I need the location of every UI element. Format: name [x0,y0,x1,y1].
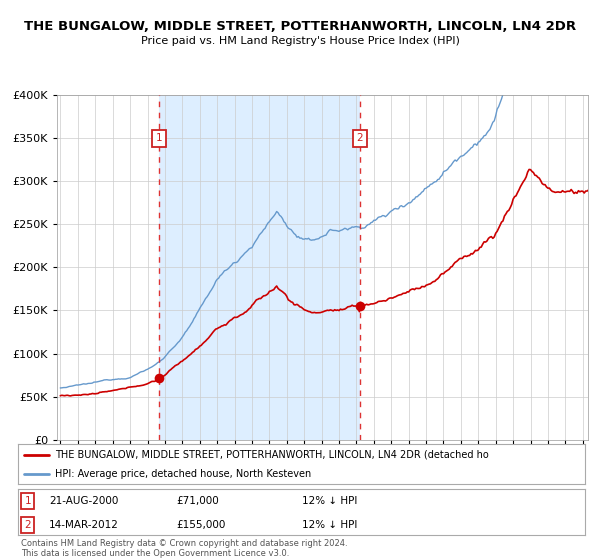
Text: THE BUNGALOW, MIDDLE STREET, POTTERHANWORTH, LINCOLN, LN4 2DR (detached ho: THE BUNGALOW, MIDDLE STREET, POTTERHANWO… [55,450,488,460]
Text: THE BUNGALOW, MIDDLE STREET, POTTERHANWORTH, LINCOLN, LN4 2DR: THE BUNGALOW, MIDDLE STREET, POTTERHANWO… [24,20,576,32]
Text: £155,000: £155,000 [177,520,226,530]
Text: 12% ↓ HPI: 12% ↓ HPI [302,496,357,506]
Text: Price paid vs. HM Land Registry's House Price Index (HPI): Price paid vs. HM Land Registry's House … [140,36,460,46]
Text: 2: 2 [25,520,31,530]
Text: £71,000: £71,000 [177,496,220,506]
Text: 12% ↓ HPI: 12% ↓ HPI [302,520,357,530]
Text: 2: 2 [356,133,363,143]
Text: 21-AUG-2000: 21-AUG-2000 [49,496,119,506]
Text: 14-MAR-2012: 14-MAR-2012 [49,520,119,530]
Text: 1: 1 [155,133,162,143]
Text: 1: 1 [25,496,31,506]
Bar [158,95,360,440]
Text: HPI: Average price, detached house, North Kesteven: HPI: Average price, detached house, Nort… [55,469,311,479]
Text: Contains HM Land Registry data © Crown copyright and database right 2024.
This d: Contains HM Land Registry data © Crown c… [21,539,347,558]
